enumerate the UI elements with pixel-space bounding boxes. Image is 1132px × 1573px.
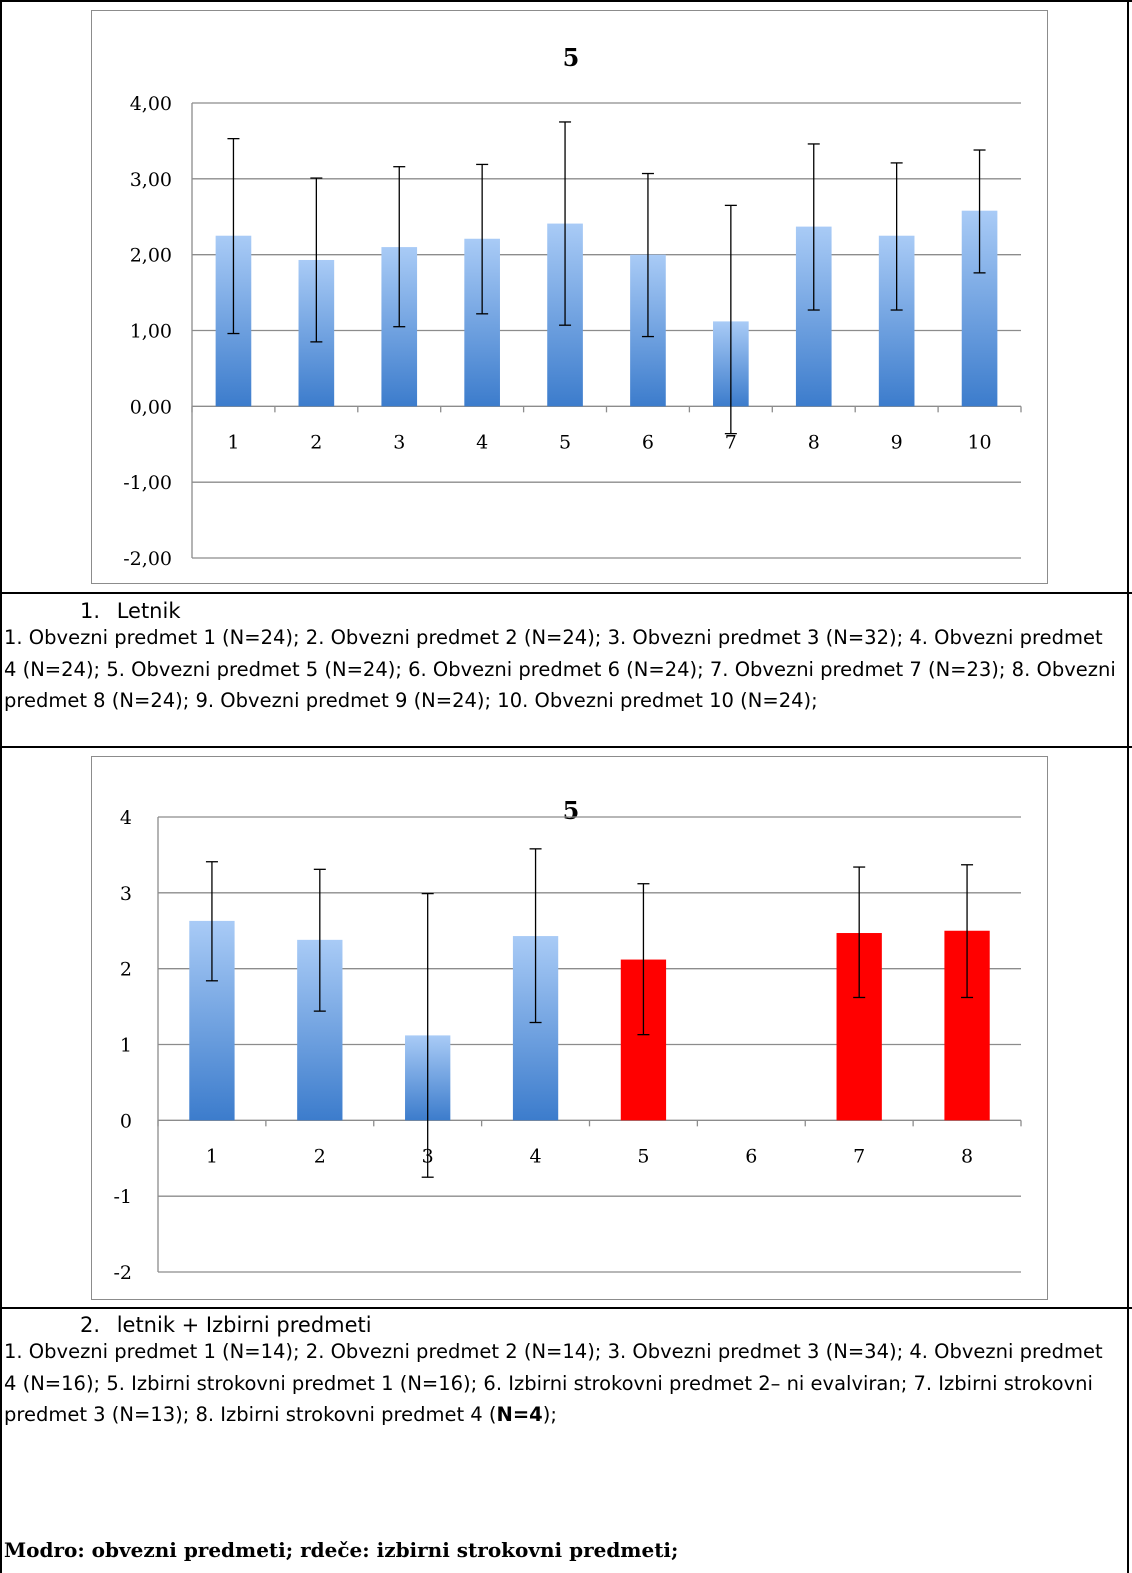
y-tick-label: 2	[120, 959, 132, 981]
caption-2-text-part-2: );	[542, 1403, 557, 1426]
x-tick-label: 8	[961, 1145, 973, 1167]
x-tick-label: 10	[967, 431, 991, 453]
y-tick-label: -2	[113, 1262, 132, 1284]
x-tick-label: 2	[314, 1145, 326, 1167]
x-tick-label: 4	[530, 1145, 542, 1167]
y-tick-label: -1,00	[123, 472, 172, 494]
x-tick-label: 9	[891, 431, 903, 453]
x-tick-label: 7	[725, 431, 737, 453]
y-tick-label: 1,00	[130, 321, 172, 343]
table-divider	[0, 592, 1132, 594]
caption-2-text: 1. Obvezni predmet 1 (N=14); 2. Obvezni …	[4, 1336, 1119, 1431]
chart-2: 5 4 3 2 1 0 -1 -2 1 2 3 4 5 6 7 8	[91, 756, 1048, 1300]
caption-1-title: Letnik	[116, 599, 181, 623]
y-tick-label: 4	[120, 807, 132, 829]
color-legend-note: Modro: obvezni predmeti; rdeče: izbirni …	[4, 1538, 679, 1562]
table-border-top	[0, 0, 1132, 2]
y-tick-label: 2,00	[130, 245, 172, 267]
x-tick-label: 3	[393, 431, 405, 453]
y-tick-label: -1	[113, 1186, 132, 1208]
table-divider	[0, 1307, 1132, 1309]
y-tick-label: -2,00	[123, 548, 172, 570]
x-tick-label: 1	[227, 431, 239, 453]
chart-1: 5 4,00 3,00 2,00 1,00 0,00 -1,00 -2,00 1 2 3 4 5 6 7 8 9…	[91, 10, 1048, 584]
caption-2-text-bold: N=4	[496, 1403, 543, 1426]
y-tick-label: 3	[120, 883, 132, 905]
y-tick-label: 0	[120, 1110, 132, 1132]
caption-1-heading: 1. Letnik	[80, 598, 180, 624]
chart-title: 5	[563, 43, 580, 72]
y-tick-label: 1	[120, 1035, 132, 1057]
x-tick-label: 4	[476, 431, 488, 453]
chart-1-svg: 5 4,00 3,00 2,00 1,00 0,00 -1,00 -2,00 1 2 3 4 5 6 7 8 9…	[123, 43, 1022, 570]
x-tick-label: 6	[745, 1145, 757, 1167]
x-tick-label: 5	[637, 1145, 649, 1167]
x-tick-label: 5	[559, 431, 571, 453]
y-tick-label: 0,00	[130, 396, 172, 418]
caption-2-title: letnik + Izbirni predmeti	[116, 1313, 372, 1337]
caption-2-heading: 2. letnik + Izbirni predmeti	[80, 1312, 372, 1338]
x-tick-label: 8	[808, 431, 820, 453]
x-tick-label: 2	[310, 431, 322, 453]
caption-1-number: 1.	[80, 599, 101, 623]
caption-2-text-part-1: 1. Obvezni predmet 1 (N=14); 2. Obvezni …	[4, 1340, 1103, 1426]
table-divider	[0, 746, 1132, 748]
x-tick-label: 6	[642, 431, 654, 453]
caption-1-text: 1. Obvezni predmet 1 (N=24); 2. Obvezni …	[4, 626, 1116, 712]
y-tick-label: 3,00	[130, 169, 172, 191]
chart-title: 5	[563, 796, 580, 825]
x-tick-label: 7	[853, 1145, 865, 1167]
caption-2-number: 2.	[80, 1313, 101, 1337]
x-tick-label: 1	[206, 1145, 218, 1167]
y-tick-label: 4,00	[130, 93, 172, 115]
